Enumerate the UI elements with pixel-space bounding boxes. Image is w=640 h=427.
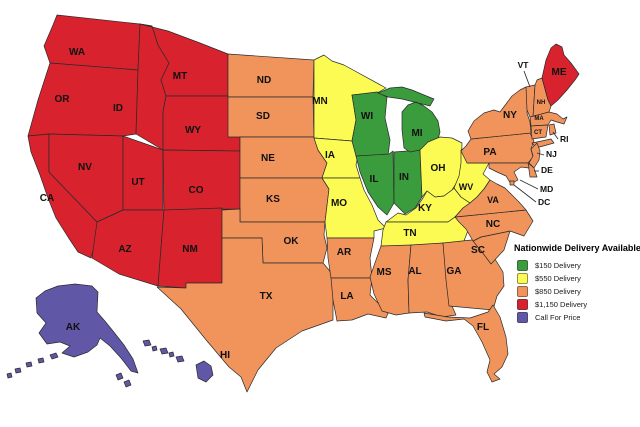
state-DC bbox=[509, 180, 515, 186]
legend-swatch-tier1150 bbox=[517, 299, 528, 310]
state-ND bbox=[227, 53, 315, 98]
legend-item-call: Call For Price bbox=[514, 311, 638, 324]
state-CO bbox=[162, 149, 241, 211]
legend-item-tier150: $150 Delivery bbox=[514, 259, 638, 272]
state-KS bbox=[239, 177, 330, 223]
state-OR bbox=[27, 62, 139, 137]
state-UT bbox=[122, 135, 164, 211]
state-TX bbox=[156, 237, 334, 393]
state-AR bbox=[326, 237, 375, 279]
legend-swatch-tier850 bbox=[517, 286, 528, 297]
state-FL bbox=[423, 304, 509, 383]
state-MO bbox=[321, 177, 387, 239]
legend-items: $150 Delivery $550 Delivery $850 Delivery $… bbox=[514, 259, 638, 324]
legend-label-call: Call For Price bbox=[535, 313, 581, 322]
legend: Nationwide Delivery Available $150 Deliv… bbox=[514, 243, 640, 324]
legend-swatch-tier150 bbox=[517, 260, 528, 271]
state-SD bbox=[227, 96, 315, 138]
state-LA bbox=[330, 277, 391, 322]
callout-line-DC bbox=[513, 184, 537, 203]
state-NM bbox=[157, 207, 223, 289]
state-label-DE: DE bbox=[541, 165, 553, 175]
state-ME bbox=[541, 43, 580, 107]
state-NE bbox=[239, 136, 328, 179]
state-VA bbox=[454, 179, 527, 218]
legend-item-tier850: $850 Delivery bbox=[514, 285, 638, 298]
state-label-VT: VT bbox=[518, 60, 530, 70]
state-WI bbox=[351, 91, 391, 157]
state-label-NJ: NJ bbox=[546, 149, 557, 159]
legend-item-tier1150: $1,150 Delivery bbox=[514, 298, 638, 311]
state-NC bbox=[454, 209, 534, 242]
callout-line-RI bbox=[552, 131, 559, 140]
state-CT bbox=[530, 124, 549, 140]
legend-label-tier850: $850 Delivery bbox=[535, 287, 581, 296]
callout-line-NJ bbox=[536, 152, 545, 156]
legend-label-tier550: $550 Delivery bbox=[535, 274, 581, 283]
legend-label-tier150: $150 Delivery bbox=[535, 261, 581, 270]
state-NJ bbox=[528, 142, 541, 169]
state-label-RI: RI bbox=[560, 134, 569, 144]
state-label-MD: MD bbox=[540, 184, 553, 194]
legend-item-tier550: $550 Delivery bbox=[514, 272, 638, 285]
state-AZ bbox=[91, 209, 165, 287]
callout-line-VT bbox=[523, 70, 531, 88]
legend-title: Nationwide Delivery Available bbox=[514, 243, 640, 253]
state-IN bbox=[393, 149, 423, 215]
state-HI bbox=[142, 339, 214, 383]
legend-swatch-call bbox=[517, 312, 528, 323]
state-label-DC: DC bbox=[538, 197, 550, 207]
legend-swatch-tier550 bbox=[517, 273, 528, 284]
legend-label-tier1150: $1,150 Delivery bbox=[535, 300, 588, 309]
state-AK bbox=[6, 283, 139, 388]
state-MD bbox=[488, 162, 530, 185]
state-WA bbox=[43, 14, 141, 71]
state-DE bbox=[527, 162, 538, 178]
state-RI bbox=[548, 123, 557, 136]
state-IL bbox=[355, 150, 395, 216]
callout-line-MD bbox=[519, 179, 539, 190]
